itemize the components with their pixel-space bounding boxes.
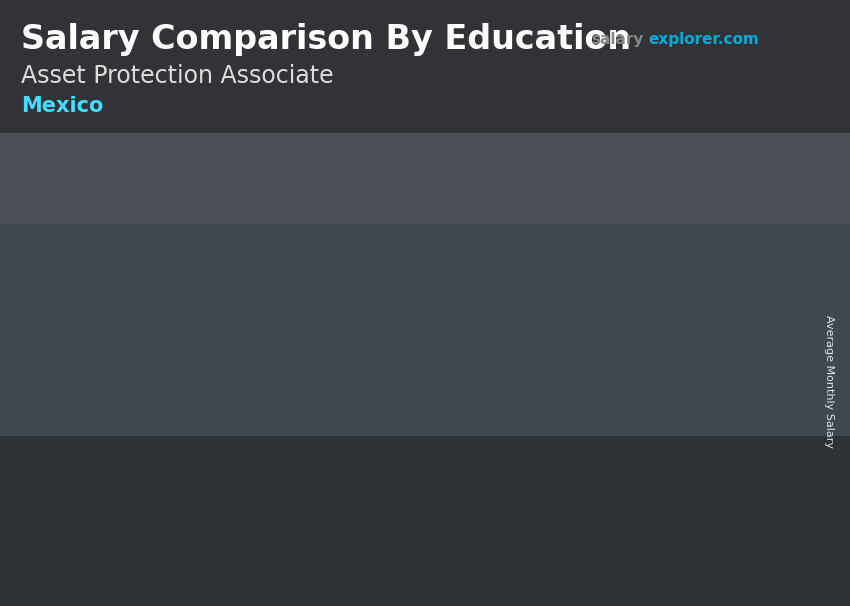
Text: salary: salary <box>591 32 643 47</box>
Bar <box>128 369 228 521</box>
Bar <box>366 298 377 521</box>
Bar <box>605 222 615 521</box>
Text: +47%: +47% <box>234 221 346 255</box>
Text: 38,600 MXN: 38,600 MXN <box>596 194 709 212</box>
Text: Average Monthly Salary: Average Monthly Salary <box>824 315 834 448</box>
Bar <box>218 369 228 521</box>
Text: explorer.com: explorer.com <box>649 32 759 47</box>
Bar <box>605 222 705 229</box>
Text: +34%: +34% <box>484 119 597 153</box>
Text: 28,800 MXN: 28,800 MXN <box>357 270 470 288</box>
Bar <box>366 298 467 521</box>
Bar <box>128 369 228 373</box>
Bar <box>695 222 706 521</box>
Bar <box>680 24 712 88</box>
Bar <box>128 369 138 521</box>
Bar <box>745 24 778 88</box>
Text: Mexico: Mexico <box>21 96 104 116</box>
Text: Asset Protection Associate: Asset Protection Associate <box>21 64 334 88</box>
Text: Salary Comparison By Education: Salary Comparison By Education <box>21 23 632 56</box>
Bar <box>366 298 467 304</box>
Bar <box>605 222 705 521</box>
Bar <box>712 24 745 88</box>
Bar <box>456 298 467 521</box>
Text: 19,600 MXN: 19,600 MXN <box>117 341 230 359</box>
